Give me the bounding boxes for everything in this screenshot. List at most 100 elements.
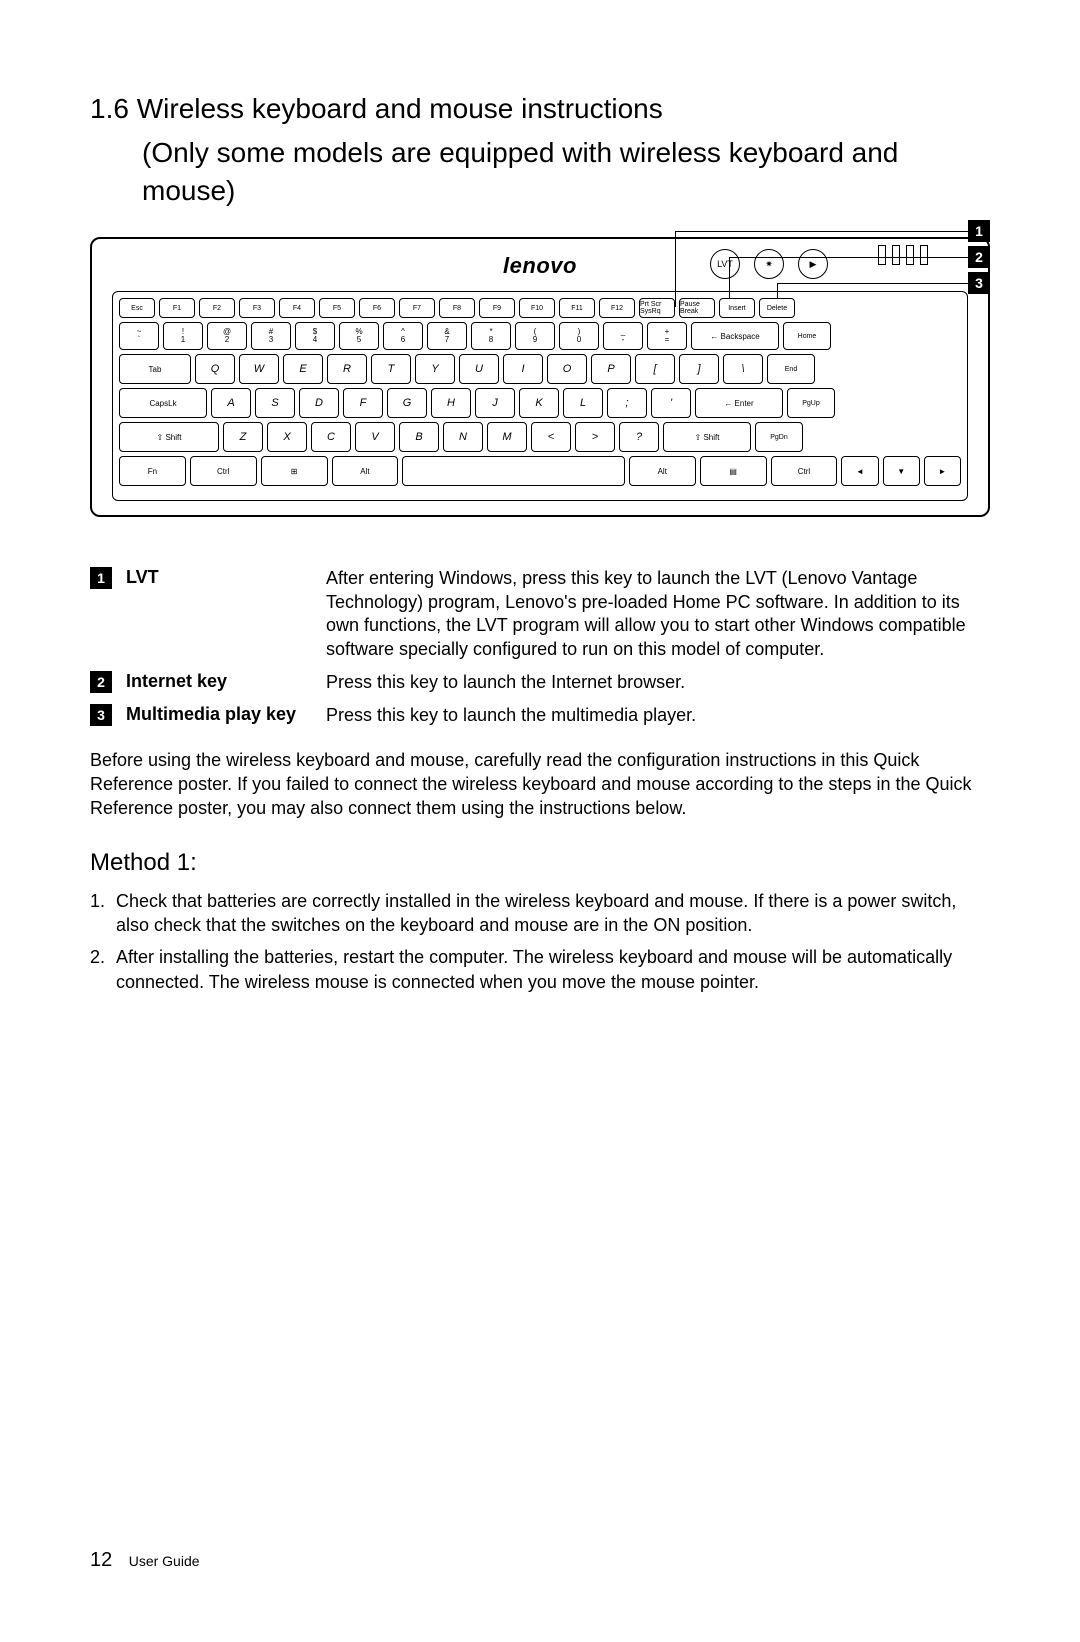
key-c: C bbox=[311, 422, 351, 452]
key-<: < bbox=[531, 422, 571, 452]
legend-badge: 3 bbox=[90, 704, 112, 726]
keyboard-keys: EscF1F2F3F4F5F6F7F8F9F10F11F12Prt Scr Sy… bbox=[112, 291, 968, 501]
key-num-11: _- bbox=[603, 322, 643, 350]
key-f7: F7 bbox=[399, 298, 435, 318]
key-y: Y bbox=[415, 354, 455, 384]
legend-desc: After entering Windows, press this key t… bbox=[326, 567, 990, 661]
key-bottom-7: Ctrl bbox=[771, 456, 838, 486]
key-l: L bbox=[563, 388, 603, 418]
key-pgup: PgUp bbox=[787, 388, 835, 418]
key-num-1: !1 bbox=[163, 322, 203, 350]
keyboard-diagram: lenovo LVT ✷ ▶ EscF1F2F3F4F5F6F7F8F9F10F… bbox=[90, 237, 990, 517]
key-esc: Esc bbox=[119, 298, 155, 318]
method-step-1: 1. Check that batteries are correctly in… bbox=[90, 889, 990, 938]
key-[: [ bbox=[635, 354, 675, 384]
key-i: I bbox=[503, 354, 543, 384]
intro-paragraph: Before using the wireless keyboard and m… bbox=[90, 748, 990, 821]
key-f3: F3 bbox=[239, 298, 275, 318]
key-n: N bbox=[443, 422, 483, 452]
key-e: E bbox=[283, 354, 323, 384]
internet-button: ✷ bbox=[754, 249, 784, 279]
keyboard-logo: lenovo bbox=[503, 253, 577, 279]
key-pgdn: PgDn bbox=[755, 422, 803, 452]
legend-badge: 2 bbox=[90, 671, 112, 693]
key-bottom-3: Alt bbox=[332, 456, 399, 486]
key-f11: F11 bbox=[559, 298, 595, 318]
key-num-0: ~` bbox=[119, 322, 159, 350]
number-row: ~`!1@2#3$4%5^6&7*8(9)0_-+=← BackspaceHom… bbox=[119, 322, 961, 350]
fn-row: EscF1F2F3F4F5F6F7F8F9F10F11F12Prt Scr Sy… bbox=[119, 298, 961, 318]
key-?: ? bbox=[619, 422, 659, 452]
step-text: Check that batteries are correctly insta… bbox=[116, 889, 990, 938]
callout-legend: 1 LVT After entering Windows, press this… bbox=[90, 567, 990, 727]
key-f: F bbox=[343, 388, 383, 418]
key-r: R bbox=[327, 354, 367, 384]
key-num-7: &7 bbox=[427, 322, 467, 350]
key-q: Q bbox=[195, 354, 235, 384]
key-a: A bbox=[211, 388, 251, 418]
page-footer: 12 User Guide bbox=[90, 1549, 200, 1572]
key-delete: Delete bbox=[759, 298, 795, 318]
key-num-5: %5 bbox=[339, 322, 379, 350]
key-j: J bbox=[475, 388, 515, 418]
key-shift-right: ⇧ Shift bbox=[663, 422, 751, 452]
key-num-9: (9 bbox=[515, 322, 555, 350]
key->: > bbox=[575, 422, 615, 452]
key-s: S bbox=[255, 388, 295, 418]
section-subtitle: (Only some models are equipped with wire… bbox=[142, 134, 990, 210]
key-w: W bbox=[239, 354, 279, 384]
qwerty-row: TabQWERTYUIOP[]\End bbox=[119, 354, 961, 384]
key-d: D bbox=[299, 388, 339, 418]
key-b: B bbox=[399, 422, 439, 452]
key-bottom-4 bbox=[402, 456, 624, 486]
key-bottom-10: ► bbox=[924, 456, 961, 486]
footer-label: User Guide bbox=[129, 1553, 200, 1569]
legend-row-3: 3 Multimedia play key Press this key to … bbox=[90, 704, 990, 727]
key-v: V bbox=[355, 422, 395, 452]
key-f9: F9 bbox=[479, 298, 515, 318]
key-g: G bbox=[387, 388, 427, 418]
multimedia-button: ▶ bbox=[798, 249, 828, 279]
key-bottom-9: ▼ bbox=[883, 456, 920, 486]
key-h: H bbox=[431, 388, 471, 418]
key-num-12: += bbox=[647, 322, 687, 350]
step-text: After installing the batteries, restart … bbox=[116, 945, 990, 994]
key-bottom-6: ▤ bbox=[700, 456, 767, 486]
key-insert: Insert bbox=[719, 298, 755, 318]
page-number: 12 bbox=[90, 1549, 112, 1571]
key-tab: Tab bbox=[119, 354, 191, 384]
lead-line-1 bbox=[676, 231, 968, 232]
zxcv-row: ⇧ ShiftZXCVBNM<>?⇧ ShiftPgDn bbox=[119, 422, 961, 452]
key-t: T bbox=[371, 354, 411, 384]
key-\: \ bbox=[723, 354, 763, 384]
key-num-10: )0 bbox=[559, 322, 599, 350]
method-step-2: 2. After installing the batteries, resta… bbox=[90, 945, 990, 994]
legend-badge: 1 bbox=[90, 567, 112, 589]
key-p: P bbox=[591, 354, 631, 384]
key-bottom-1: Ctrl bbox=[190, 456, 257, 486]
key-bottom-8: ◄ bbox=[841, 456, 878, 486]
key-f8: F8 bbox=[439, 298, 475, 318]
step-number: 1. bbox=[90, 889, 116, 938]
section-heading: 1.6 Wireless keyboard and mouse instruct… bbox=[90, 90, 990, 128]
key-num-3: #3 bbox=[251, 322, 291, 350]
legend-desc: Press this key to launch the multimedia … bbox=[326, 704, 990, 727]
lvt-button: LVT bbox=[710, 249, 740, 279]
key-x: X bbox=[267, 422, 307, 452]
key-shift-left: ⇧ Shift bbox=[119, 422, 219, 452]
step-number: 2. bbox=[90, 945, 116, 994]
keyboard-round-buttons: LVT ✷ ▶ bbox=[710, 249, 828, 279]
key-f5: F5 bbox=[319, 298, 355, 318]
led-icon bbox=[906, 245, 914, 265]
key-f10: F10 bbox=[519, 298, 555, 318]
key-f6: F6 bbox=[359, 298, 395, 318]
legend-label: Internet key bbox=[126, 671, 326, 692]
key-m: M bbox=[487, 422, 527, 452]
key-bottom-5: Alt bbox=[629, 456, 696, 486]
key-num-2: @2 bbox=[207, 322, 247, 350]
legend-desc: Press this key to launch the Internet br… bbox=[326, 671, 990, 694]
key-u: U bbox=[459, 354, 499, 384]
key-z: Z bbox=[223, 422, 263, 452]
key-backspace: ← Backspace bbox=[691, 322, 779, 350]
key-f2: F2 bbox=[199, 298, 235, 318]
